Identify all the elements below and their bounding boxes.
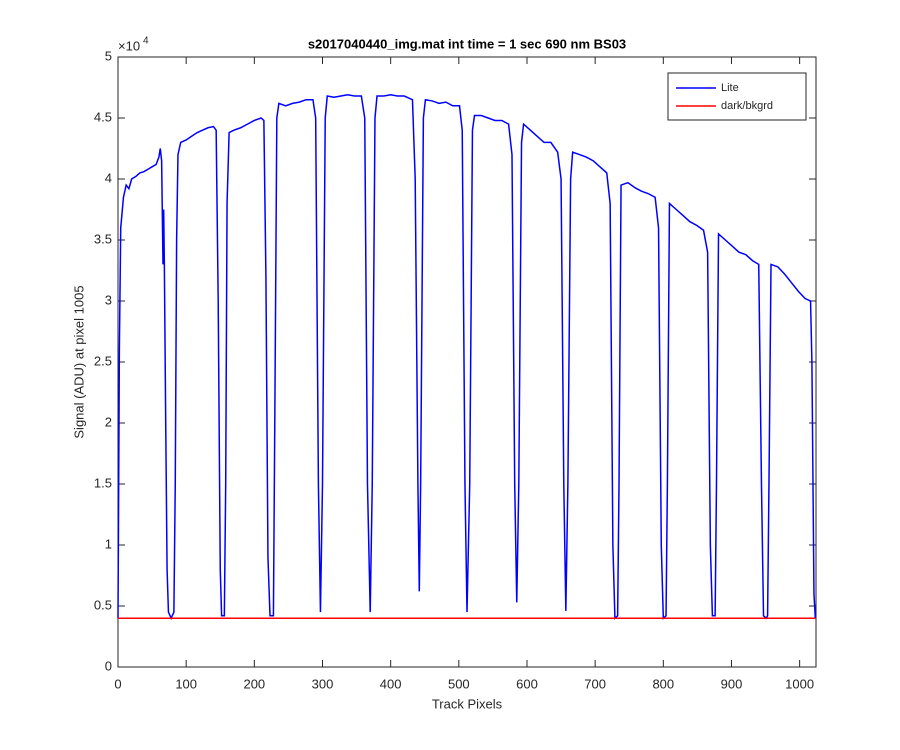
y-tick-label: 0: [105, 658, 112, 673]
y-tick-label: 4: [105, 170, 112, 185]
y-multiplier-exponent: 4: [143, 36, 149, 47]
y-tick-label: 2.5: [94, 353, 112, 368]
x-tick-label: 1000: [785, 676, 814, 691]
legend-label: dark/bkgrd: [721, 100, 773, 112]
chart-title: s2017040440_img.mat int time = 1 sec 690…: [308, 36, 626, 51]
y-tick-label: 0.5: [94, 597, 112, 612]
y-tick-label: 4.5: [94, 109, 112, 124]
y-tick-label: 5: [105, 48, 112, 63]
x-tick-label: 200: [243, 676, 265, 691]
y-tick-label: 3: [105, 292, 112, 307]
x-tick-label: 400: [380, 676, 402, 691]
x-tick-label: 100: [175, 676, 197, 691]
y-tick-label: 1.5: [94, 475, 112, 490]
x-tick-label: 500: [448, 676, 470, 691]
x-tick-label: 600: [516, 676, 538, 691]
y-tick-label: 3.5: [94, 231, 112, 246]
x-tick-label: 300: [312, 676, 334, 691]
y-multiplier: ×10: [118, 38, 140, 53]
y-tick-label: 2: [105, 414, 112, 429]
x-tick-label: 800: [652, 676, 674, 691]
x-tick-label: 700: [584, 676, 606, 691]
x-axis-label: Track Pixels: [432, 696, 503, 711]
legend: Lite dark/bkgrd: [667, 72, 807, 121]
series-line: [117, 94, 817, 621]
legend-box: [667, 72, 807, 121]
x-tick-label: 0: [114, 676, 121, 691]
y-axis-label: Signal (ADU) at pixel 1005: [71, 285, 86, 438]
x-tick-label: 900: [721, 676, 743, 691]
y-tick-label: 1: [105, 536, 112, 551]
legend-label: Lite: [721, 82, 739, 94]
